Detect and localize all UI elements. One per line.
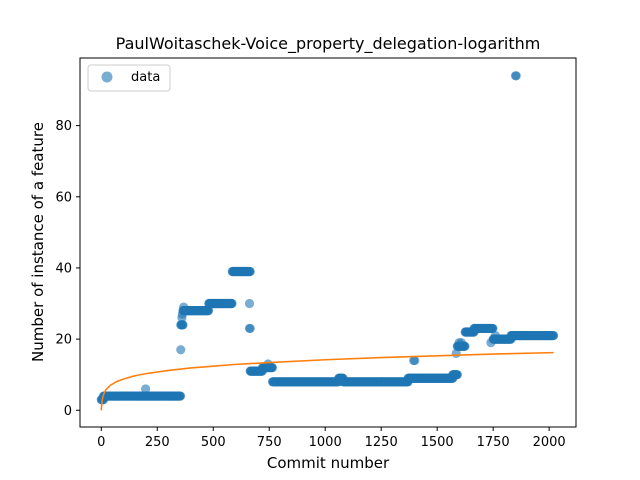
data-point: [175, 391, 186, 401]
x-tick-label: 250: [145, 435, 170, 450]
data-point: [451, 348, 461, 358]
data-point: [490, 330, 500, 341]
x-tick-label: 2000: [533, 435, 566, 450]
data-point: [549, 330, 559, 341]
data-point: [456, 338, 466, 348]
data-point: [244, 298, 255, 309]
y-tick-label: 20: [55, 333, 72, 348]
data-point: [176, 345, 186, 355]
legend-box: [87, 64, 171, 92]
legend-marker: [101, 71, 113, 83]
x-axis-ticks: 0 250 500 750 1000 1250 1500 1750 2000: [97, 427, 566, 450]
y-tick-label: 40: [55, 261, 72, 276]
x-tick-label: 750: [257, 435, 282, 450]
data-point: [410, 355, 420, 366]
legend: data: [87, 64, 171, 92]
legend-label: data: [131, 70, 160, 85]
data-point: [227, 298, 237, 309]
data-point: [488, 323, 498, 334]
x-tick-label: 1250: [365, 435, 398, 450]
fit-line: [100, 351, 554, 411]
data-point: [245, 266, 255, 277]
data-point: [263, 359, 273, 369]
y-axis-label: Number of instance of a feature: [29, 122, 47, 362]
data-point: [141, 384, 151, 394]
data-point: [178, 320, 188, 330]
y-axis-ticks: 0 20 40 60 80: [55, 119, 80, 419]
x-axis-label: Commit number: [267, 454, 390, 472]
data-point: [203, 306, 214, 316]
data-point: [179, 302, 189, 312]
x-tick-label: 0: [97, 435, 105, 450]
chart-title: PaulWoitaschek-Voice_property_delegation…: [116, 34, 541, 54]
y-tick-label: 60: [55, 190, 72, 205]
axes-frame: [79, 57, 577, 428]
y-tick-label: 0: [64, 404, 72, 419]
data-point: [511, 71, 521, 81]
data-point: [177, 309, 187, 319]
x-tick-label: 500: [201, 435, 226, 450]
chart-marks: [96, 71, 559, 411]
data-point: [245, 323, 255, 334]
data-point: [486, 338, 496, 348]
x-tick-label: 1000: [309, 435, 342, 450]
x-tick-label: 1500: [421, 435, 454, 450]
data-point: [452, 370, 462, 380]
y-tick-label: 80: [55, 119, 72, 134]
x-tick-label: 1750: [477, 435, 510, 450]
